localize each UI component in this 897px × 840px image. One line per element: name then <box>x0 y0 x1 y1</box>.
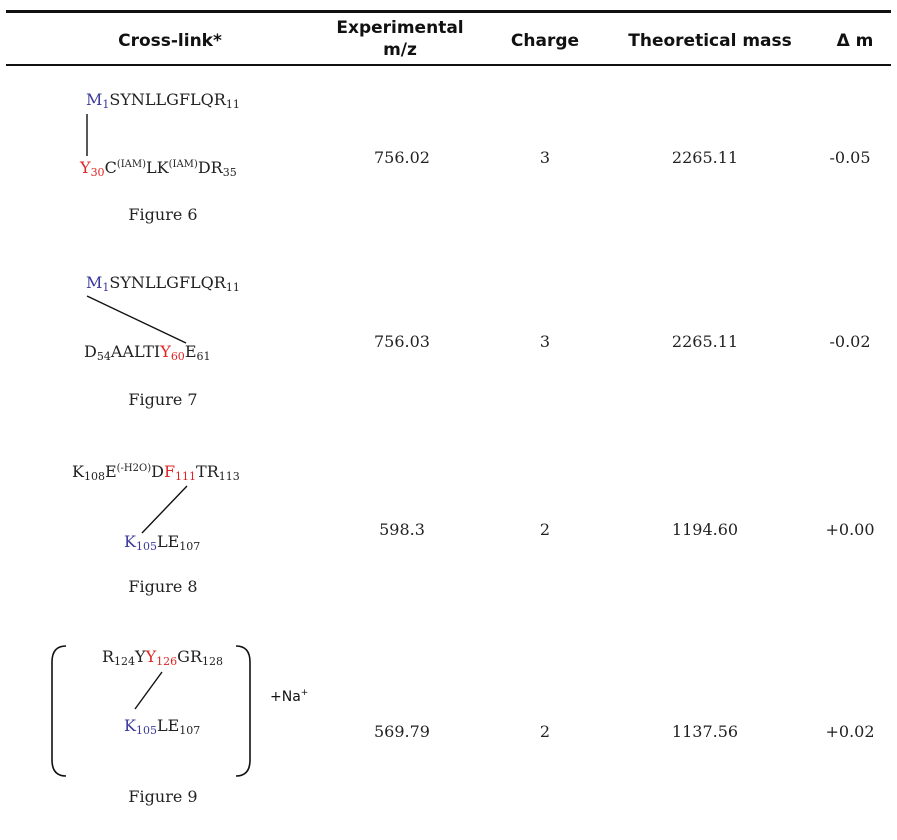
header-rule <box>6 64 891 66</box>
link-line-row2 <box>86 295 187 344</box>
row1-theoretical: 2265.11 <box>671 148 739 167</box>
bracket-left <box>51 645 67 777</box>
row2-charge: 3 <box>539 332 551 351</box>
row4-figure-label: Figure 9 <box>128 787 198 806</box>
row1-delta: -0.05 <box>829 148 871 167</box>
row3-charge: 2 <box>539 520 551 539</box>
row3-peptide2: K105LE107 <box>124 532 201 553</box>
header-charge: Charge <box>510 31 580 51</box>
row4-peptide1: R124YY126GR128 <box>102 647 223 668</box>
row3-mz: 598.3 <box>379 520 425 539</box>
top-rule <box>6 10 891 13</box>
row2-theoretical: 2265.11 <box>671 332 739 351</box>
header-experimental: Experimental m/z <box>330 17 470 61</box>
row3-delta: +0.00 <box>825 520 875 539</box>
row1-mz: 756.02 <box>374 148 430 167</box>
row3-figure-label: Figure 8 <box>128 577 198 596</box>
row2-mz: 756.03 <box>374 332 430 351</box>
row4-peptide2: K105LE107 <box>124 716 201 737</box>
row4-sodium-adduct: +Na+ <box>270 688 309 705</box>
link-line-row4 <box>134 671 163 710</box>
header-experimental-line2: m/z <box>383 40 417 60</box>
row2-figure-label: Figure 7 <box>128 390 198 409</box>
row2-delta: -0.02 <box>829 332 871 351</box>
row2-peptide2: D54AALTIY60E61 <box>84 342 211 363</box>
bracket-right <box>235 645 251 777</box>
row1-figure-label: Figure 6 <box>128 205 198 224</box>
row4-delta: +0.02 <box>825 722 875 741</box>
row1-charge: 3 <box>539 148 551 167</box>
row3-theoretical: 1194.60 <box>671 520 739 539</box>
row4-mz: 569.79 <box>374 722 430 741</box>
row4-theoretical: 1137.56 <box>671 722 739 741</box>
link-line-row3 <box>141 485 188 534</box>
row2-peptide1: M1SYNLLGFLQR11 <box>86 273 240 294</box>
header-theoretical: Theoretical mass <box>628 31 792 51</box>
row1-peptide2: Y30C(IAM)LK(IAM)DR35 <box>80 158 237 179</box>
row1-peptide1: M1SYNLLGFLQR11 <box>86 90 240 111</box>
row3-peptide1: K108E(-H2O)DF111TR113 <box>72 462 240 483</box>
row4-charge: 2 <box>539 722 551 741</box>
header-experimental-line1: Experimental <box>336 18 464 38</box>
header-delta: Δ m <box>836 31 874 51</box>
header-crosslink: Cross-link* <box>118 31 222 51</box>
